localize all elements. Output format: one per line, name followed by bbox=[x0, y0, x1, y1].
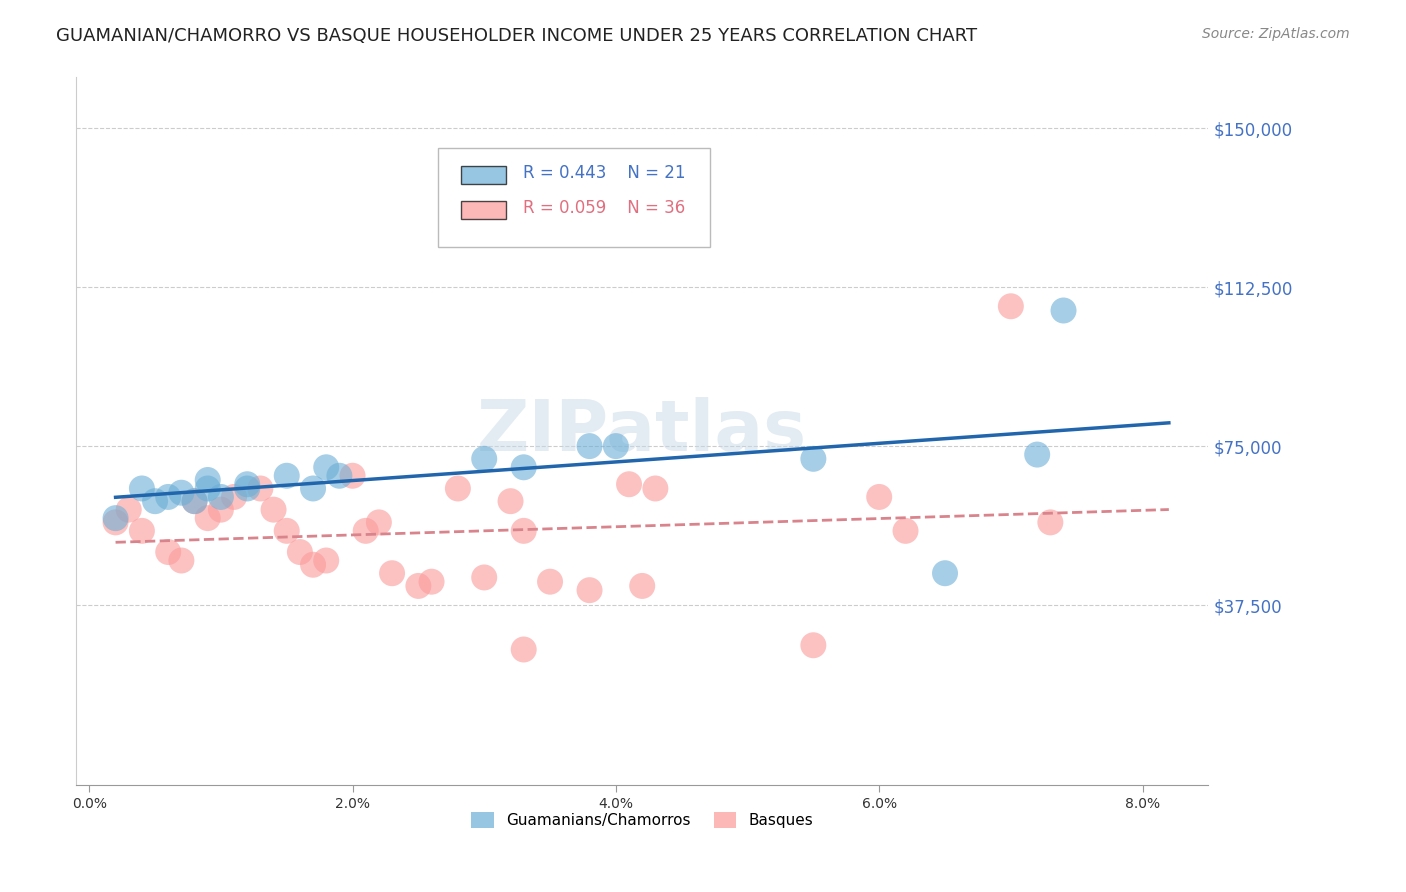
Point bbox=[605, 439, 627, 453]
Point bbox=[263, 502, 285, 516]
FancyBboxPatch shape bbox=[461, 166, 506, 184]
Point bbox=[408, 579, 430, 593]
Point bbox=[512, 524, 534, 538]
Point bbox=[801, 451, 824, 466]
FancyBboxPatch shape bbox=[439, 148, 710, 247]
Point bbox=[354, 524, 377, 538]
Point bbox=[894, 524, 917, 538]
Point bbox=[578, 583, 600, 598]
Point bbox=[472, 570, 495, 584]
Point bbox=[209, 490, 232, 504]
Point bbox=[934, 566, 956, 581]
Point bbox=[197, 482, 219, 496]
Point bbox=[644, 482, 666, 496]
Point bbox=[617, 477, 640, 491]
Point bbox=[209, 502, 232, 516]
Point bbox=[302, 482, 325, 496]
Point bbox=[131, 524, 153, 538]
Point bbox=[276, 524, 298, 538]
Point bbox=[197, 511, 219, 525]
Point bbox=[249, 482, 271, 496]
Point bbox=[118, 502, 141, 516]
Point bbox=[512, 642, 534, 657]
Point bbox=[472, 451, 495, 466]
Point bbox=[1000, 299, 1022, 313]
Point bbox=[197, 473, 219, 487]
Point bbox=[420, 574, 443, 589]
Point bbox=[157, 545, 180, 559]
Point bbox=[328, 468, 350, 483]
Text: ZIPatlas: ZIPatlas bbox=[477, 397, 807, 466]
Point bbox=[131, 482, 153, 496]
Point bbox=[183, 494, 205, 508]
Point bbox=[868, 490, 890, 504]
Point bbox=[1052, 303, 1074, 318]
Point bbox=[143, 494, 166, 508]
Point bbox=[236, 477, 259, 491]
Point bbox=[104, 516, 127, 530]
Point bbox=[236, 482, 259, 496]
Point bbox=[170, 485, 193, 500]
Point bbox=[342, 468, 364, 483]
Point bbox=[801, 638, 824, 652]
Point bbox=[1026, 448, 1049, 462]
Point bbox=[367, 516, 389, 530]
Legend: Guamanians/Chamorros, Basques: Guamanians/Chamorros, Basques bbox=[465, 805, 820, 834]
FancyBboxPatch shape bbox=[461, 202, 506, 219]
Point bbox=[170, 553, 193, 567]
Point bbox=[631, 579, 654, 593]
Point bbox=[538, 574, 561, 589]
Point bbox=[183, 494, 205, 508]
Point bbox=[315, 460, 337, 475]
Point bbox=[1039, 516, 1062, 530]
Text: R = 0.443    N = 21: R = 0.443 N = 21 bbox=[523, 164, 686, 182]
Point bbox=[315, 553, 337, 567]
Text: R = 0.059    N = 36: R = 0.059 N = 36 bbox=[523, 199, 686, 218]
Point bbox=[288, 545, 311, 559]
Text: GUAMANIAN/CHAMORRO VS BASQUE HOUSEHOLDER INCOME UNDER 25 YEARS CORRELATION CHART: GUAMANIAN/CHAMORRO VS BASQUE HOUSEHOLDER… bbox=[56, 27, 977, 45]
Point bbox=[578, 439, 600, 453]
Point bbox=[447, 482, 470, 496]
Point bbox=[499, 494, 522, 508]
Point bbox=[512, 460, 534, 475]
Point bbox=[157, 490, 180, 504]
Point bbox=[381, 566, 404, 581]
Point bbox=[302, 558, 325, 572]
Text: Source: ZipAtlas.com: Source: ZipAtlas.com bbox=[1202, 27, 1350, 41]
Point bbox=[104, 511, 127, 525]
Point bbox=[276, 468, 298, 483]
Point bbox=[222, 490, 245, 504]
